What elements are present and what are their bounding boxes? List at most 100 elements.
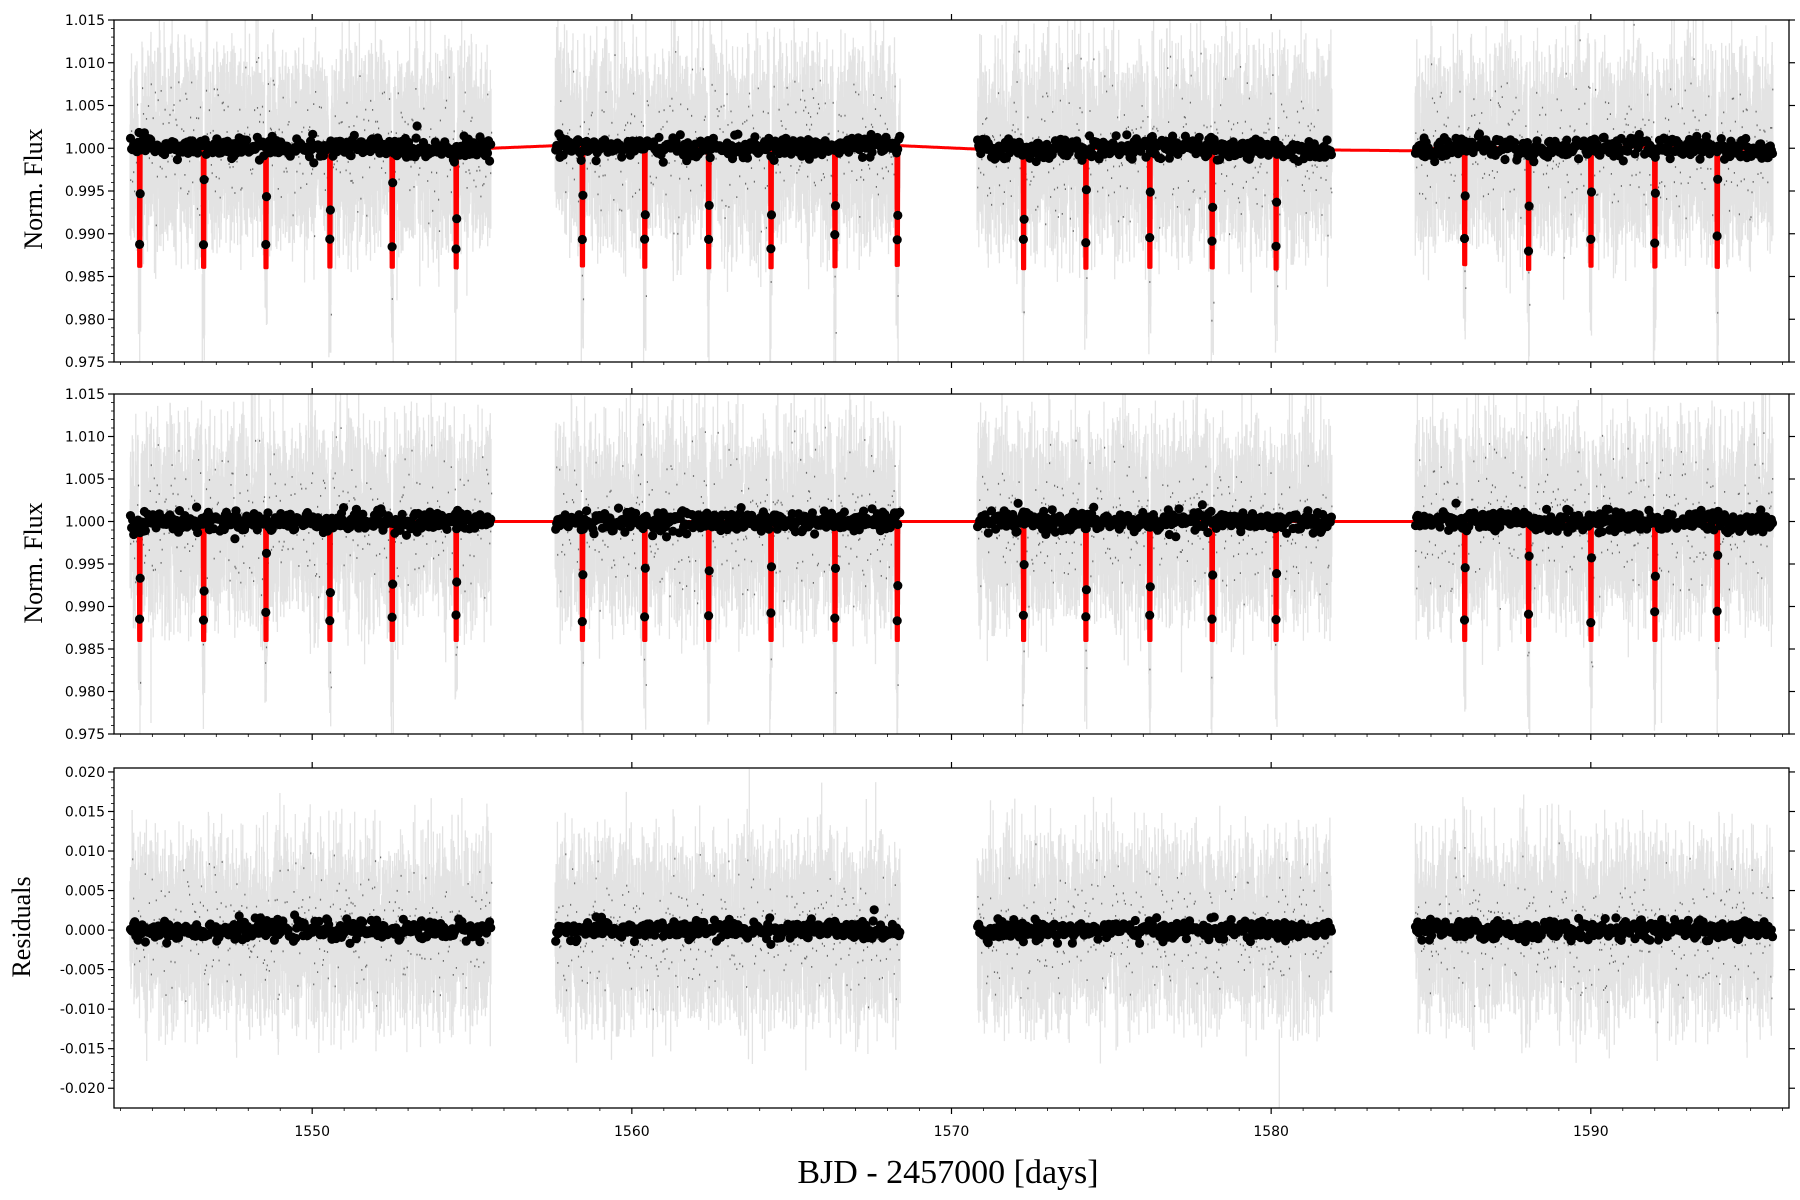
y-tick-label: 1.005	[65, 472, 105, 488]
plot-area	[125, 20, 1778, 362]
binned-point	[140, 526, 150, 536]
binned-ingress-point	[578, 570, 588, 580]
y-tick-label: 1.000	[65, 141, 105, 157]
binned-data-series	[125, 121, 1778, 256]
binned-point	[172, 155, 182, 165]
binned-ingress-point	[1650, 571, 1660, 581]
binned-point	[412, 121, 422, 131]
y-tick-label: -0.005	[60, 963, 105, 979]
y-axis-title-panel-3: Residuals	[7, 876, 36, 977]
binned-point	[345, 938, 355, 949]
binned-in-transit-point	[892, 235, 902, 245]
binned-point	[1197, 500, 1207, 510]
binned-point	[576, 155, 586, 165]
binned-point	[839, 507, 850, 517]
binned-in-transit-point	[1018, 234, 1028, 244]
binned-point	[1611, 913, 1621, 923]
binned-point	[1245, 936, 1255, 947]
binned-point	[869, 905, 879, 915]
binned-point	[162, 938, 172, 948]
binned-point	[1322, 135, 1332, 145]
binned-point	[1667, 510, 1677, 520]
binned-point	[1618, 156, 1628, 166]
binned-in-transit-point	[640, 234, 650, 244]
y-tick-label: 1.000	[65, 515, 105, 531]
binned-in-transit-point	[577, 617, 587, 627]
binned-point	[790, 527, 801, 537]
binned-point	[1171, 532, 1181, 542]
binned-point	[193, 148, 203, 158]
binned-point	[1562, 135, 1572, 145]
binned-ingress-point	[704, 566, 714, 576]
binned-point	[346, 151, 356, 161]
binned-in-transit-point	[135, 614, 145, 624]
binned-point	[859, 506, 869, 516]
y-tick-label: 1.010	[65, 430, 105, 446]
binned-ingress-point	[1460, 563, 1470, 573]
binned-point	[1152, 913, 1162, 923]
binned-ingress-point	[452, 577, 462, 587]
y-tick-label: 0.990	[65, 600, 105, 616]
y-tick-label: 1.015	[65, 13, 105, 29]
y-tick-label: 0.985	[65, 642, 105, 658]
plot-area	[125, 769, 1778, 1108]
binned-in-transit-point	[640, 612, 650, 622]
binned-point	[893, 519, 903, 530]
binned-in-transit-point	[1207, 614, 1217, 624]
binned-point	[442, 524, 452, 535]
binned-in-transit-point	[1081, 612, 1091, 622]
binned-point	[486, 923, 496, 933]
binned-point	[1209, 912, 1219, 922]
binned-in-transit-point	[387, 612, 397, 622]
binned-in-transit-point	[1586, 234, 1596, 244]
binned-point	[654, 132, 664, 142]
binned-point	[1558, 521, 1568, 531]
binned-in-transit-point	[830, 613, 840, 623]
binned-ingress-point	[1460, 191, 1470, 201]
binned-point	[810, 529, 820, 539]
binned-point	[1767, 148, 1778, 159]
y-tick-label: 0.985	[65, 270, 105, 286]
binned-point	[1018, 937, 1028, 947]
binned-point	[486, 139, 496, 149]
binned-ingress-point	[1145, 187, 1155, 197]
binned-point	[1089, 502, 1099, 512]
binned-in-transit-point	[830, 230, 840, 240]
binned-ingress-point	[199, 175, 209, 185]
binned-point	[372, 915, 382, 925]
binned-in-transit-point	[451, 610, 461, 620]
binned-ingress-point	[325, 205, 335, 215]
binned-point	[411, 133, 421, 143]
x-axis-title: BJD - 2457000 [days]	[797, 1154, 1098, 1191]
binned-point	[613, 503, 624, 513]
binned-point	[308, 129, 318, 139]
binned-ingress-point	[388, 579, 398, 589]
binned-point	[1430, 156, 1440, 167]
binned-point	[787, 508, 797, 519]
binned-in-transit-point	[1271, 615, 1281, 625]
binned-ingress-point	[1650, 188, 1660, 198]
binned-point	[983, 528, 993, 538]
binned-point	[1767, 518, 1778, 528]
binned-point	[1326, 926, 1336, 936]
binned-point	[475, 937, 485, 947]
y-axis-title-panel-2: Norm. Flux	[19, 502, 48, 623]
binned-point	[486, 514, 496, 524]
binned-ingress-point	[135, 573, 145, 583]
binned-point	[1500, 154, 1510, 165]
binned-in-transit-point	[577, 234, 587, 245]
binned-data-series	[125, 498, 1778, 628]
panel-flux-detrended: 0.975 0.980 0.985 0.990 0.995 1.000 1.005 1.010…	[65, 387, 1795, 743]
x-tick-label: 1580	[1253, 1124, 1289, 1140]
binned-ingress-point	[578, 190, 588, 200]
binned-in-transit-point	[325, 234, 335, 244]
binned-point	[572, 934, 582, 945]
binned-in-transit-point	[1018, 610, 1028, 620]
binned-point	[1435, 522, 1445, 532]
binned-in-transit-point	[387, 242, 397, 252]
binned-ingress-point	[640, 563, 650, 573]
binned-point	[242, 135, 252, 145]
binned-in-transit-point	[451, 244, 461, 254]
y-tick-label: 0.005	[65, 884, 105, 900]
binned-point	[675, 130, 685, 140]
